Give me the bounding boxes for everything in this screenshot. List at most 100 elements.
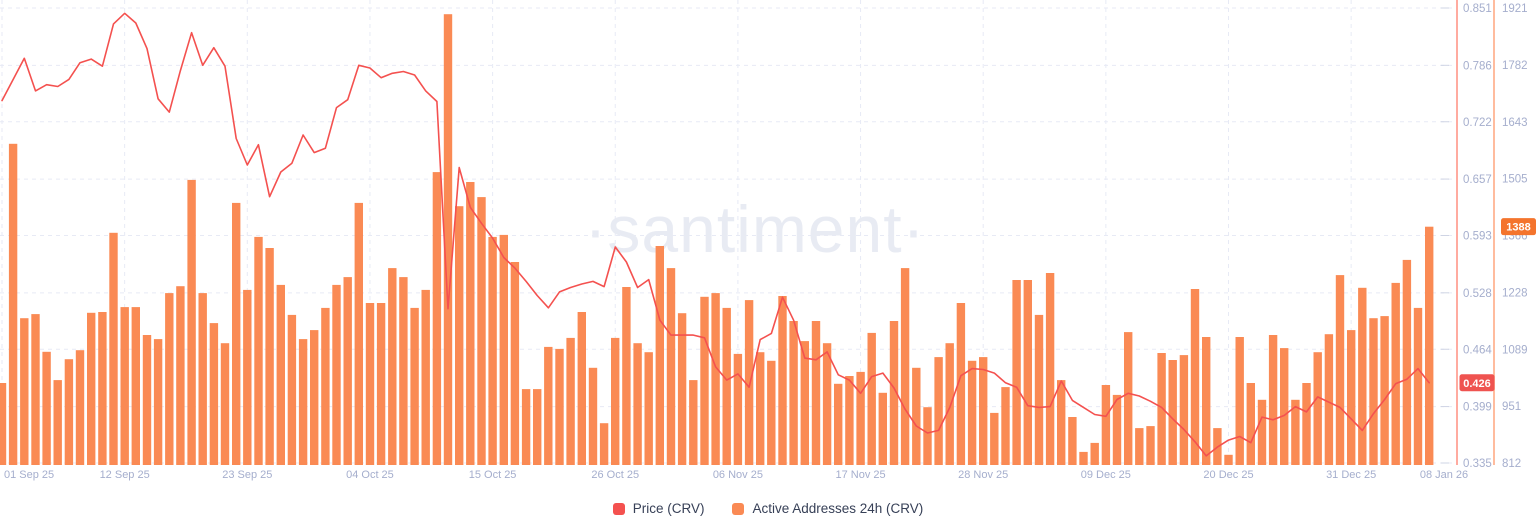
active-addresses-bar — [1235, 337, 1244, 465]
x-tick-label: 01 Sep 25 — [4, 469, 54, 481]
active-addresses-bar — [677, 313, 687, 465]
active-addresses-bar — [87, 312, 96, 465]
active-addresses-bar — [265, 248, 274, 465]
active-addresses-bar — [53, 380, 62, 465]
active-addresses-bar — [1369, 318, 1378, 465]
active-addresses-bar — [1246, 383, 1255, 465]
active-addresses-bar — [466, 182, 475, 465]
active-addresses-bar — [1313, 352, 1322, 465]
active-addresses-bar — [800, 341, 809, 465]
active-addresses-bar — [1135, 428, 1144, 465]
price-tick-label: 0.399 — [1463, 402, 1492, 414]
active-addresses-bars[interactable] — [0, 14, 1434, 466]
active-addresses-bar — [20, 318, 29, 465]
active-addresses-bar — [332, 284, 341, 465]
active-addresses-bar — [967, 360, 977, 465]
active-addresses-bar — [979, 357, 988, 465]
active-addresses-bar — [1268, 335, 1278, 465]
legend-item-price[interactable]: Price (CRV) — [612, 501, 705, 516]
active-addresses-bar — [1190, 289, 1200, 465]
active-addresses-bar — [599, 423, 609, 465]
active-addresses-bar — [956, 303, 966, 465]
active-addresses-bar — [845, 376, 854, 465]
active-addresses-bar — [1224, 454, 1233, 465]
addresses-tick-label: 951 — [1502, 401, 1521, 413]
active-addresses-bar — [399, 277, 408, 465]
active-addresses-bar — [432, 172, 442, 465]
price-line[interactable] — [1, 12, 1430, 457]
x-tick-label: 31 Dec 25 — [1326, 469, 1376, 481]
active-addresses-legend-swatch — [732, 502, 745, 515]
active-addresses-bar — [577, 312, 586, 465]
price-tick-label: 0.464 — [1463, 344, 1492, 356]
active-addresses-bar — [934, 357, 943, 465]
active-addresses-bar — [131, 307, 140, 465]
addresses-current-badge: 1388 — [1501, 218, 1536, 236]
active-addresses-bar — [1380, 316, 1389, 465]
active-addresses-bar — [1202, 337, 1211, 465]
legend: Price (CRV) Active Addresses 24h (CRV) — [0, 501, 1536, 516]
active-addresses-bar — [644, 352, 653, 465]
active-addresses-bar — [276, 284, 285, 465]
active-addresses-bar — [388, 268, 397, 465]
active-addresses-bar — [767, 360, 776, 465]
active-addresses-bar — [8, 143, 18, 466]
active-addresses-bar — [455, 206, 464, 465]
active-addresses-bar — [64, 359, 74, 465]
active-addresses-bar — [109, 232, 118, 465]
active-addresses-bar — [633, 343, 642, 465]
active-addresses-bar — [298, 339, 308, 465]
active-addresses-bar — [744, 300, 754, 465]
active-addresses-bar — [1257, 399, 1267, 465]
x-tick-label: 17 Nov 25 — [835, 469, 885, 481]
active-addresses-bar — [142, 335, 152, 465]
legend-item-active-addresses[interactable]: Active Addresses 24h (CRV) — [732, 501, 923, 516]
active-addresses-bar — [1358, 287, 1367, 465]
active-addresses-bar — [1157, 353, 1166, 465]
addresses-tick-label: 1643 — [1502, 117, 1528, 129]
active-addresses-bar — [1045, 273, 1055, 465]
active-addresses-bar — [834, 383, 843, 465]
active-addresses-bar — [1034, 314, 1044, 465]
active-addresses-bar — [912, 367, 921, 465]
price-legend-swatch — [612, 502, 625, 515]
active-addresses-bar — [666, 268, 676, 465]
active-addresses-bar — [165, 293, 174, 465]
active-addresses-bar — [1413, 307, 1423, 465]
active-addresses-bar — [1347, 330, 1356, 465]
active-addresses-bar — [187, 179, 196, 465]
active-addresses-bar — [711, 293, 720, 465]
x-tick-label: 15 Oct 25 — [469, 469, 517, 481]
active-addresses-bar — [555, 348, 564, 465]
x-tick-label: 09 Dec 25 — [1081, 469, 1131, 481]
active-addresses-bar — [1101, 385, 1111, 465]
active-addresses-bar — [376, 303, 386, 465]
addresses-tick-label: 1921 — [1502, 3, 1528, 15]
active-addresses-bar — [243, 289, 252, 465]
y-axis-labels: 0.851 0.786 0.722 0.657 0.593 0.528 0.464 0.399… — [1441, 3, 1528, 470]
price-tick-label: 0.786 — [1463, 60, 1492, 72]
active-addresses-bar — [1291, 399, 1300, 465]
active-addresses-bar — [0, 383, 7, 465]
active-addresses-bar — [544, 346, 553, 465]
active-addresses-bar — [1001, 387, 1010, 465]
active-addresses-bar — [510, 262, 520, 465]
active-addresses-bar — [990, 412, 999, 465]
active-addresses-bar — [1112, 394, 1122, 465]
price-legend-label: Price (CRV) — [632, 501, 705, 516]
active-addresses-bar — [42, 351, 51, 465]
active-addresses-bar — [611, 337, 620, 465]
active-addresses-bar — [856, 371, 865, 465]
active-addresses-bar — [756, 352, 765, 465]
addresses-tick-label: 1782 — [1502, 60, 1528, 72]
active-addresses-bar — [310, 330, 319, 465]
active-addresses-bar — [98, 312, 107, 465]
active-addresses-bar — [700, 296, 709, 465]
x-tick-label: 28 Nov 25 — [958, 469, 1008, 481]
active-addresses-bar — [365, 303, 375, 465]
active-addresses-bar — [410, 307, 419, 465]
active-addresses-bar — [655, 246, 664, 465]
active-addresses-bar — [733, 353, 743, 465]
price-tick-label: 0.722 — [1463, 117, 1492, 129]
